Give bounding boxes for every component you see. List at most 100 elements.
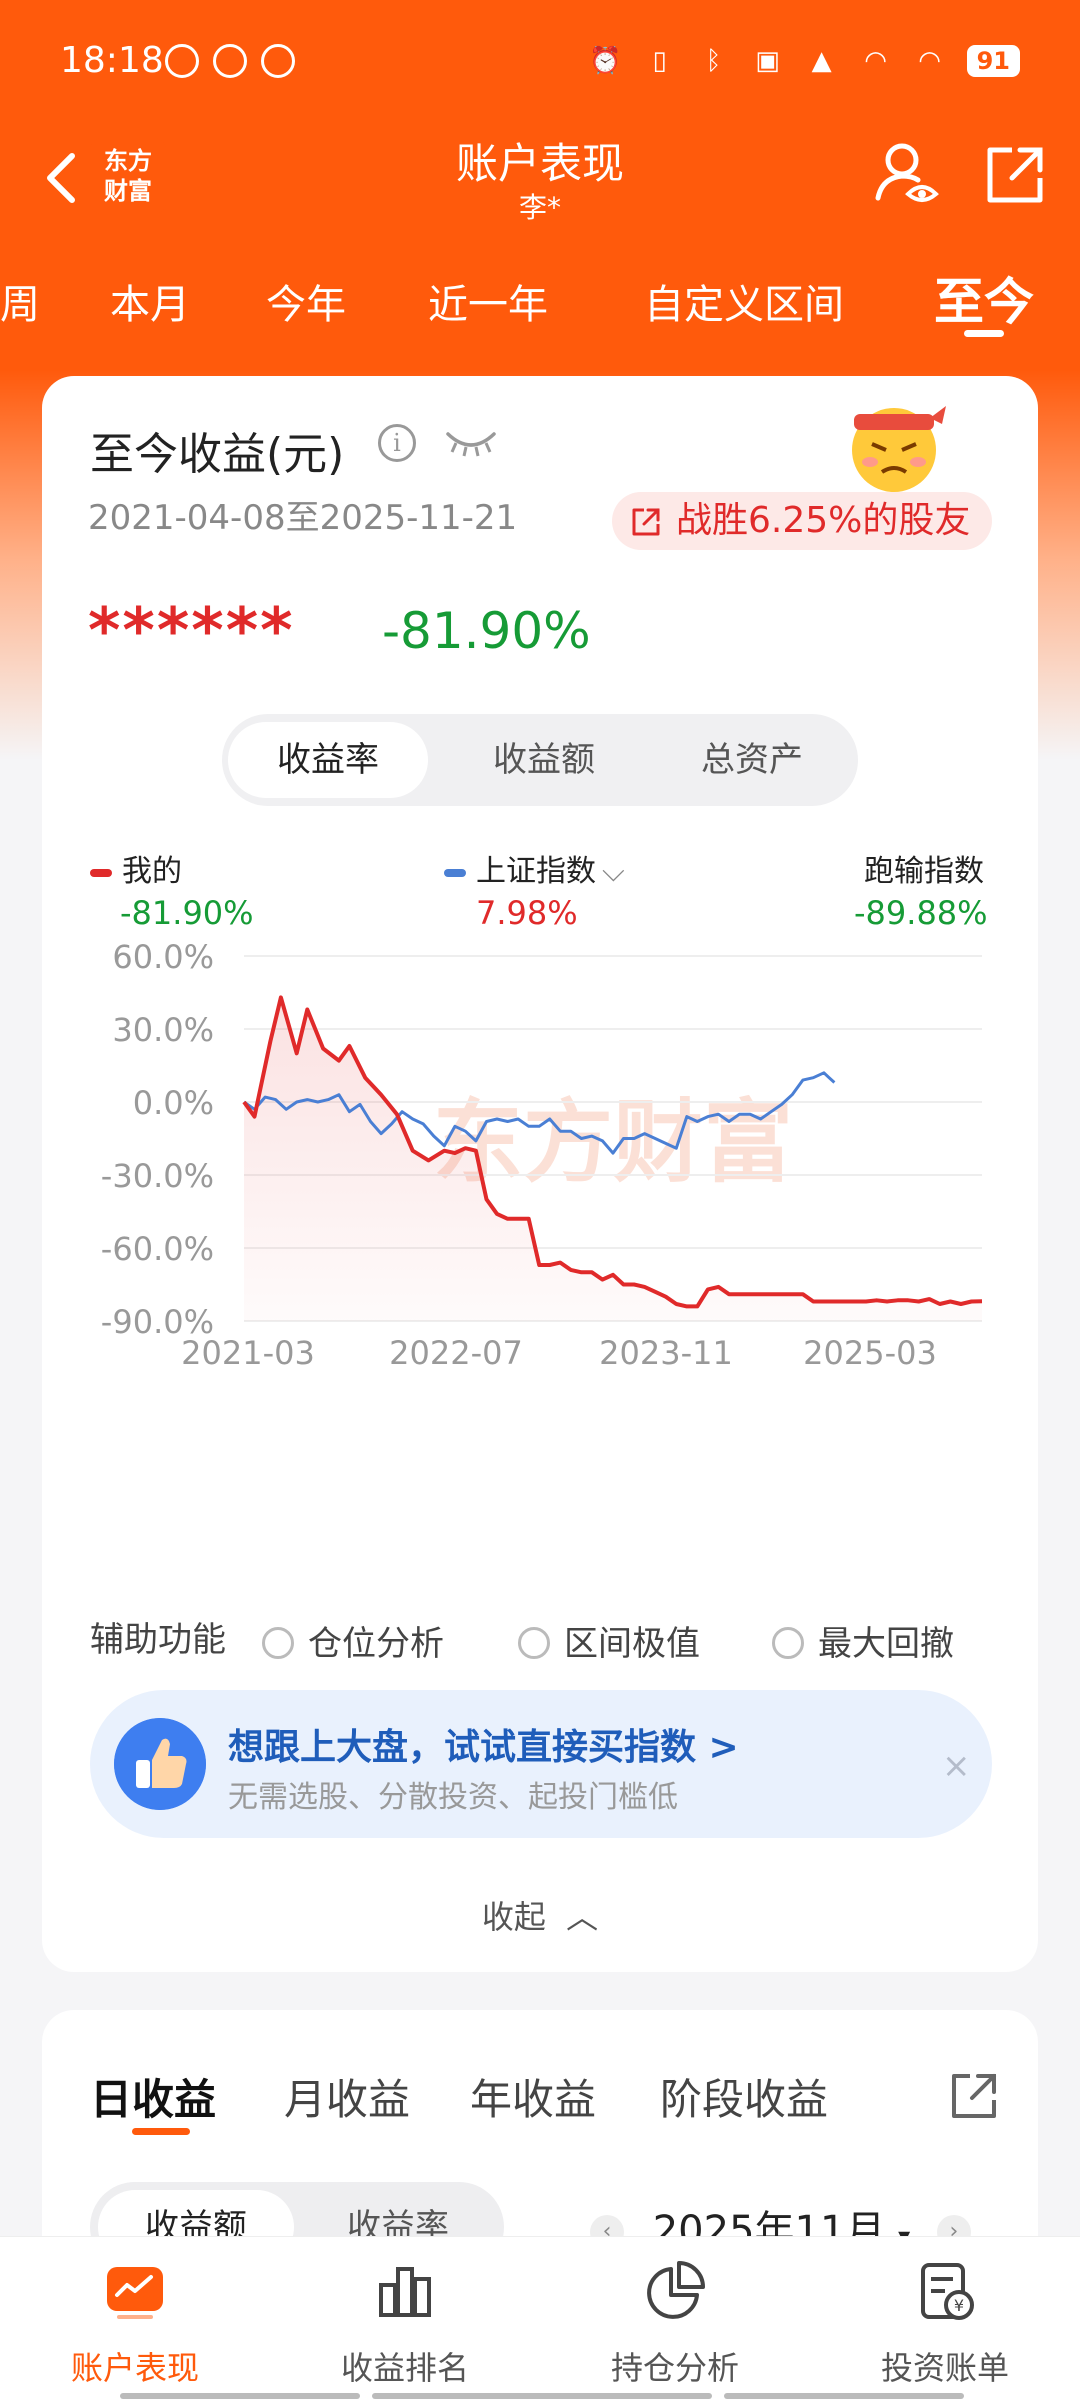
wifi-icon-2: ◠ bbox=[918, 46, 941, 76]
beat-peers-badge[interactable]: 战胜6.25%的股友 bbox=[612, 492, 992, 550]
y-tick-label: -60.0% bbox=[101, 1230, 214, 1268]
period-tab-last-year[interactable]: 近一年 bbox=[428, 282, 548, 328]
x-tick-label: 2025-03 bbox=[803, 1334, 937, 1372]
nav-account-performance[interactable]: 账户表现 bbox=[0, 2237, 270, 2400]
series-line-mine bbox=[242, 995, 983, 1309]
home-indicator-segment bbox=[120, 2393, 360, 2399]
date-range: 2021-04-08至2025-11-21 bbox=[88, 498, 518, 538]
legend-mine: 我的 bbox=[90, 846, 182, 890]
performance-card: 至今收益(元) i 2021-04-08至2025-11-21 战胜6.25%的… bbox=[42, 376, 1038, 1972]
aux-functions-label: 辅助功能 bbox=[90, 1620, 226, 1660]
pie-chart-icon bbox=[647, 2261, 705, 2319]
y-tick-label: 60.0% bbox=[112, 938, 214, 976]
tab-yearly-income[interactable]: 年收益 bbox=[470, 2075, 597, 2124]
system-icons: ⏰ ▯ ᛒ ▣ ▲ ◠ ◠ 91 bbox=[589, 44, 1020, 78]
summary-title: 至今收益(元) bbox=[90, 429, 345, 480]
y-tick-label: -30.0% bbox=[101, 1157, 214, 1195]
thumbs-up-icon bbox=[114, 1718, 206, 1810]
radio-circle bbox=[262, 1627, 294, 1659]
period-tab-custom[interactable]: 自定义区间 bbox=[644, 282, 844, 328]
svg-text:¥: ¥ bbox=[954, 2296, 964, 2315]
collapse-button[interactable]: 收起 ︿ bbox=[42, 1892, 1038, 1938]
x-tick-label: 2023-11 bbox=[599, 1334, 733, 1372]
home-indicator-segment bbox=[724, 2393, 964, 2399]
period-tabs: 周 本月 今年 近一年 自定义区间 至今 bbox=[0, 258, 1080, 348]
legend-mine-value: -81.90% bbox=[120, 894, 254, 932]
home-indicator-segment bbox=[372, 2393, 712, 2399]
eye-closed-icon[interactable] bbox=[444, 426, 498, 460]
radio-position-analysis[interactable]: 仓位分析 bbox=[262, 1616, 444, 1665]
close-icon[interactable]: × bbox=[942, 1746, 971, 1786]
period-tab-all[interactable]: 至今 bbox=[934, 273, 1034, 331]
app-notification-icon bbox=[213, 44, 247, 78]
segment-return-rate[interactable]: 收益率 bbox=[228, 722, 428, 798]
income-tab-indicator bbox=[132, 2128, 190, 2135]
share-icon[interactable] bbox=[948, 2070, 1000, 2122]
index-promo-banner[interactable]: 想跟上大盘，试试直接买指数 > 无需选股、分散投资、起投门槛低 × bbox=[90, 1690, 992, 1838]
return-line-chart[interactable]: 东方财富 60.0% 30.0% 0.0% -30.0% -60.0% -90.0%2021… bbox=[42, 936, 1038, 1926]
status-bar: 18:18 ⏰ ▯ ᛒ ▣ ▲ ◠ ◠ 91 bbox=[0, 30, 1080, 94]
radio-label: 区间极值 bbox=[564, 1624, 700, 1664]
radio-range-extremes[interactable]: 区间极值 bbox=[518, 1616, 700, 1665]
legend-lag-label: 跑输指数 bbox=[864, 854, 984, 889]
legend-index-label: 上证指数 bbox=[476, 854, 596, 889]
nav-label: 账户表现 bbox=[70, 2349, 199, 2387]
performance-chart-icon bbox=[107, 2267, 163, 2319]
legend-index[interactable]: 上证指数 ⌵ bbox=[444, 846, 625, 890]
tab-daily-income[interactable]: 日收益 bbox=[90, 2075, 217, 2124]
radio-label: 最大回撤 bbox=[818, 1624, 954, 1664]
account-name: 李* bbox=[518, 191, 561, 224]
nav-label: 投资账单 bbox=[880, 2349, 1009, 2387]
period-tab-month[interactable]: 本月 bbox=[110, 282, 190, 328]
bottom-navigation: 账户表现 收益排名 持仓分析 ¥ 投资账单 bbox=[0, 2236, 1080, 2400]
x-tick-label: 2021-03 bbox=[181, 1334, 315, 1372]
nav-income-ranking[interactable]: 收益排名 bbox=[270, 2237, 540, 2400]
bill-icon: ¥ bbox=[921, 2263, 974, 2320]
signal-4g-icon: ▲ bbox=[811, 46, 832, 76]
alarm-icon: ⏰ bbox=[589, 46, 622, 76]
x-tick-label: 2022-07 bbox=[389, 1334, 523, 1372]
radio-max-drawdown[interactable]: 最大回撤 bbox=[772, 1616, 954, 1665]
chevron-up-icon: ︿ bbox=[566, 1898, 599, 1936]
y-tick-label: 0.0% bbox=[133, 1084, 214, 1122]
chart-watermark: 东方财富 bbox=[433, 1090, 793, 1195]
nav-investment-bill[interactable]: ¥ 投资账单 bbox=[810, 2237, 1080, 2400]
period-active-indicator bbox=[964, 330, 1004, 337]
app-notification-icon-2 bbox=[261, 44, 295, 78]
radio-circle bbox=[518, 1627, 550, 1659]
legend-index-value: 7.98% bbox=[476, 894, 578, 932]
total-return-pct: -81.90% bbox=[382, 602, 591, 660]
bar-chart-icon bbox=[379, 2267, 431, 2317]
info-icon[interactable]: i bbox=[378, 424, 416, 462]
nav-holdings-analysis[interactable]: 持仓分析 bbox=[540, 2237, 810, 2400]
beat-peers-text: 战胜6.25%的股友 bbox=[676, 500, 971, 541]
vibrate-icon: ▯ bbox=[652, 46, 667, 76]
y-tick-label: -90.0% bbox=[101, 1303, 214, 1341]
segment-return-amount[interactable]: 收益额 bbox=[493, 740, 595, 780]
tab-stage-income[interactable]: 阶段收益 bbox=[660, 2075, 829, 2124]
chart-metric-segment: 收益率 收益额 总资产 bbox=[222, 714, 858, 806]
period-tab-year[interactable]: 今年 bbox=[266, 282, 346, 328]
share-icon[interactable] bbox=[982, 142, 1048, 208]
page-title: 账户表现 bbox=[455, 139, 624, 188]
promo-subtitle: 无需选股、分散投资、起投门槛低 bbox=[228, 1780, 678, 1815]
hd-icon: ▣ bbox=[755, 46, 780, 76]
legend-lag-value: -89.88% bbox=[854, 894, 988, 932]
radio-circle bbox=[772, 1627, 804, 1659]
share-icon bbox=[632, 508, 660, 536]
tab-monthly-income[interactable]: 月收益 bbox=[284, 2075, 411, 2124]
period-tab-week[interactable]: 周 bbox=[0, 282, 40, 328]
music-icon bbox=[165, 44, 199, 78]
segment-total-assets[interactable]: 总资产 bbox=[701, 740, 803, 780]
notification-icons bbox=[165, 44, 295, 78]
status-time: 18:18 bbox=[60, 40, 164, 81]
collapse-label: 收起 bbox=[481, 1898, 546, 1936]
back-arrow-icon[interactable] bbox=[40, 150, 80, 206]
user-view-icon[interactable] bbox=[872, 140, 942, 210]
legend-index-swatch bbox=[444, 868, 466, 877]
battery-indicator: 91 bbox=[966, 45, 1020, 77]
nav-label: 持仓分析 bbox=[610, 2349, 739, 2387]
hidden-amount: ****** bbox=[88, 594, 295, 667]
legend-mine-label: 我的 bbox=[122, 854, 182, 889]
angry-emoji-icon bbox=[852, 406, 946, 492]
